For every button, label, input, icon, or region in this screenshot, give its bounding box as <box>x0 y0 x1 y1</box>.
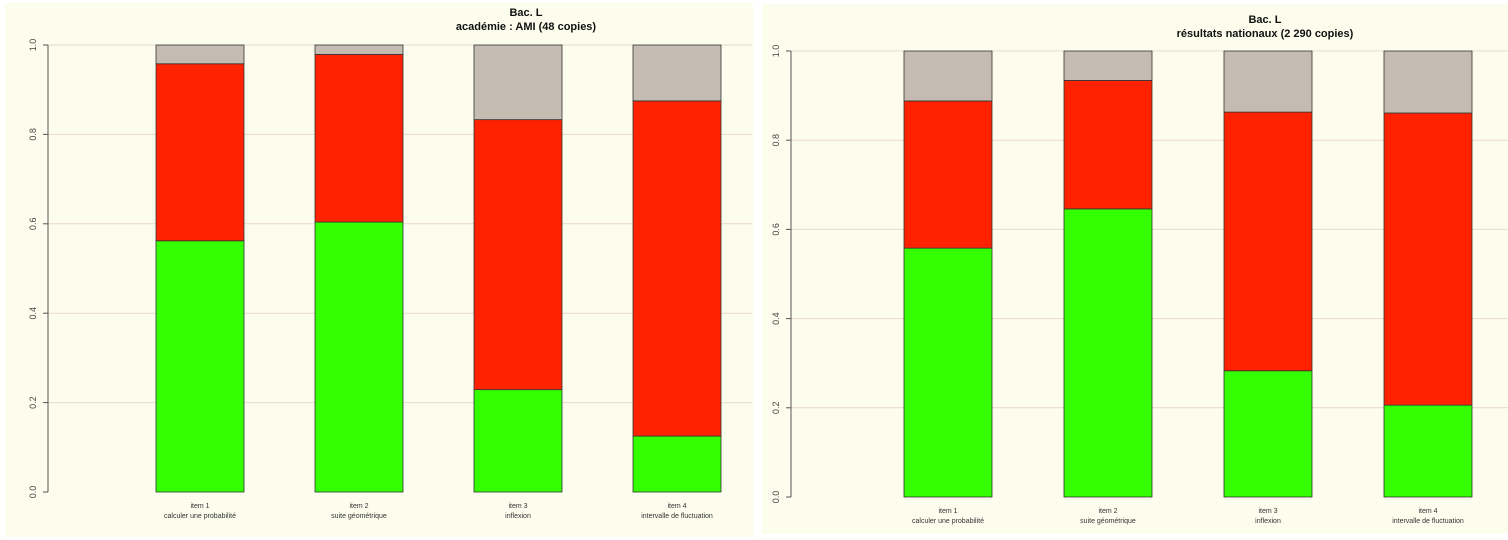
bar-segment <box>1383 404 1473 498</box>
y-tick-label: 0.6 <box>771 223 781 236</box>
bar-segment <box>155 44 245 65</box>
bar-segment <box>1063 50 1153 81</box>
bar-segment <box>1063 208 1153 498</box>
x-category-label: item 3 <box>508 503 527 510</box>
chart-panel-national: 0.0 0.2 0.4 0.6 0.8 1.0 item 1 calculer une pro… <box>758 0 1508 540</box>
x-category-label: item 1 <box>938 508 957 515</box>
x-category-sublabel: intervalle de fluctuation <box>641 513 713 520</box>
y-tick-label: 0.8 <box>771 134 781 147</box>
bar-segment <box>632 100 722 437</box>
y-tick-label: 1.0 <box>771 45 781 58</box>
y-tick-label: 0.0 <box>28 486 38 499</box>
x-category-sublabel: suite géométrique <box>331 513 387 520</box>
x-category-label: item 4 <box>1418 508 1437 515</box>
y-tick-label: 0.8 <box>28 128 38 141</box>
bar-segment <box>473 119 563 391</box>
bar-segment <box>903 50 993 102</box>
x-category-sublabel: inflexion <box>1255 518 1281 525</box>
bar-segment <box>632 435 722 493</box>
stacked-bar-chart-national: 0.0 0.2 0.4 0.6 0.8 1.0 item 1 calculer une pro… <box>762 4 1508 534</box>
x-category-sublabel: suite géométrique <box>1080 518 1136 525</box>
chart-subtitle: résultats nationaux (2 290 copies) <box>1177 28 1354 40</box>
x-category-label: item 2 <box>1098 508 1117 515</box>
bar-segment <box>314 53 404 223</box>
y-tick-label: 1.0 <box>28 39 38 52</box>
bar-segment <box>155 63 245 242</box>
bar-segment <box>1063 80 1153 210</box>
bar-segment <box>314 44 404 55</box>
bar-segment <box>314 221 404 493</box>
bar-segment <box>473 44 563 121</box>
bar-segment <box>1383 112 1473 406</box>
y-tick-label: 0.2 <box>771 402 781 415</box>
y-tick-label: 0.4 <box>771 312 781 325</box>
chart-panel-academie: 0.0 0.2 0.4 0.6 0.8 1.0 item 1 calculer une pro… <box>5 3 753 537</box>
y-tick-label: 0.2 <box>28 396 38 409</box>
bar-segment <box>903 100 993 249</box>
x-category-label: item 4 <box>667 503 686 510</box>
x-category-label: item 2 <box>349 503 368 510</box>
x-category-label: item 3 <box>1258 508 1277 515</box>
stacked-bar-chart-academie: 0.0 0.2 0.4 0.6 0.8 1.0 item 1 calculer une pro… <box>5 3 753 537</box>
x-category-sublabel: calculer une probabilité <box>912 518 984 525</box>
bar-segment <box>473 389 563 493</box>
y-tick-label: 0.6 <box>28 218 38 231</box>
y-tick-label: 0.4 <box>28 307 38 320</box>
bar-segment <box>1223 370 1313 498</box>
bar-segment <box>632 44 722 102</box>
chart-title: Bac. L <box>1248 14 1281 26</box>
bar-segment <box>1223 50 1313 113</box>
bar-segment <box>1383 50 1473 114</box>
chart-subtitle: académie : AMI (48 copies) <box>456 21 597 33</box>
x-category-label: item 1 <box>190 503 209 510</box>
bar-segment <box>1223 111 1313 372</box>
chart-title: Bac. L <box>509 7 542 19</box>
x-category-sublabel: inflexion <box>505 513 531 520</box>
x-category-sublabel: calculer une probabilité <box>164 513 236 520</box>
x-category-sublabel: intervalle de fluctuation <box>1392 518 1464 525</box>
bar-segment <box>155 240 245 493</box>
y-tick-label: 0.0 <box>771 491 781 504</box>
bar-segment <box>903 247 993 498</box>
